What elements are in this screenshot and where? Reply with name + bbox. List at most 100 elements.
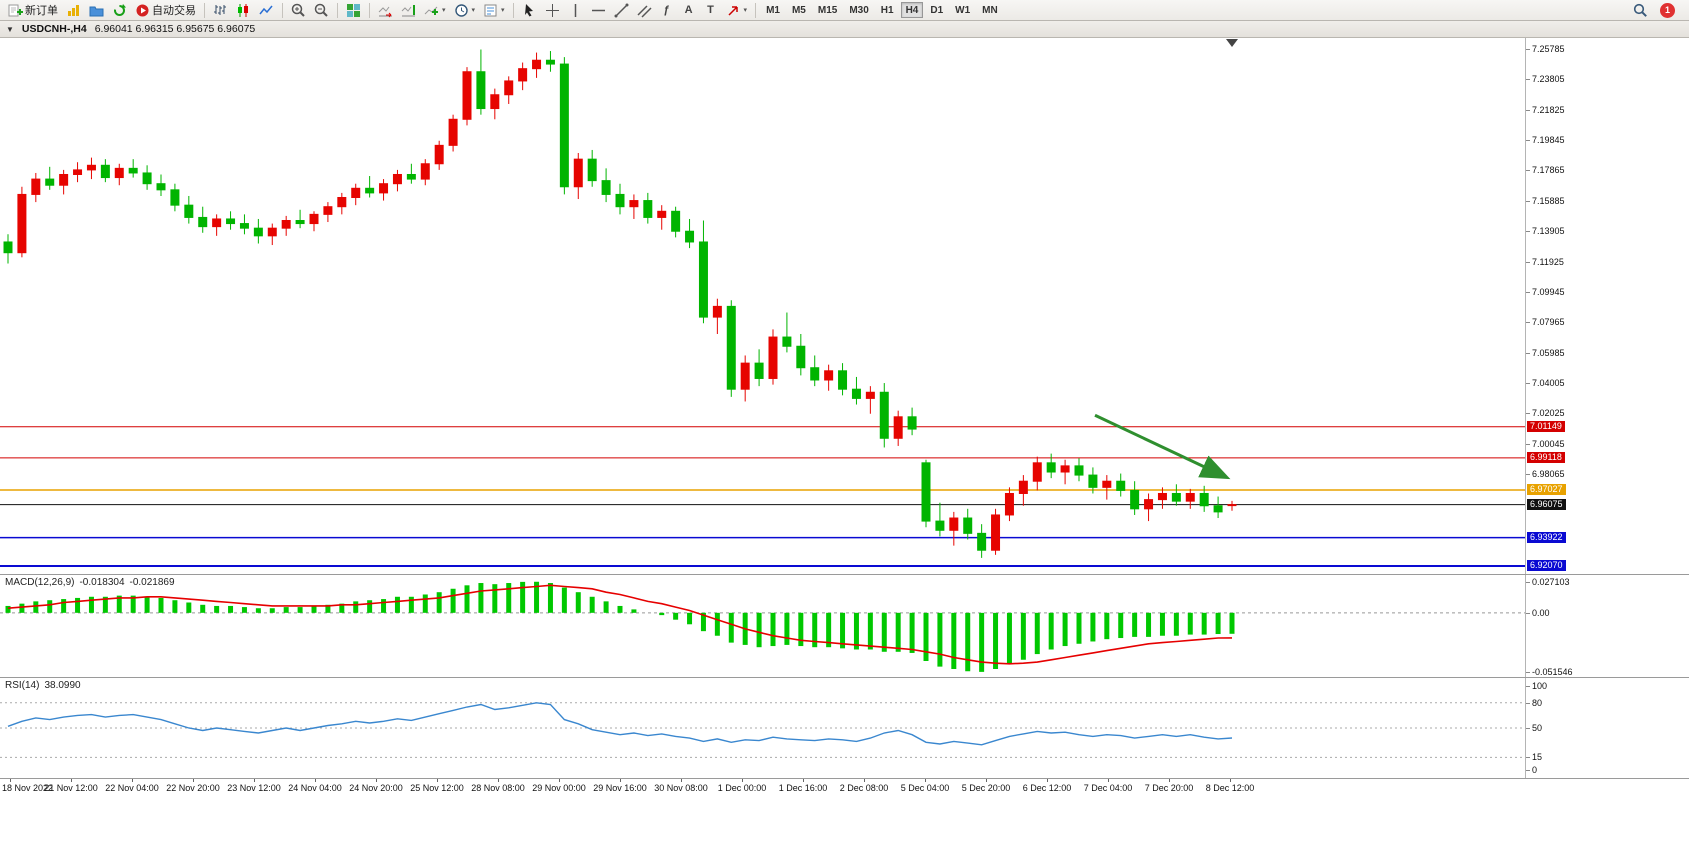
price-tick-label: 7.09945 <box>1532 286 1565 297</box>
rsi-tick-mark <box>1526 702 1530 704</box>
new-chart-button[interactable] <box>63 2 84 19</box>
time-tick-mark <box>315 779 316 782</box>
crosshair-button[interactable] <box>542 2 563 19</box>
horizontal-line-button[interactable] <box>588 2 609 19</box>
zoom-in-button[interactable] <box>288 2 309 19</box>
price-tick-label: 7.23805 <box>1532 74 1565 85</box>
timeframe-h4-button[interactable]: H4 <box>900 2 924 18</box>
price-scale[interactable]: 7.25785 7.23805 7.21825 7.19845 7.17865 7.158… <box>1525 38 1689 574</box>
autotrade-button[interactable]: 自动交易 <box>132 2 199 19</box>
search-icon <box>1633 3 1647 17</box>
price-tick-label: 7.19845 <box>1532 135 1565 146</box>
time-tick-label: 24 Nov 20:00 <box>349 783 403 793</box>
text-button[interactable]: A <box>679 2 699 19</box>
rsi-scale[interactable]: 100 80 50 15 0 <box>1525 678 1689 778</box>
templates-button[interactable]: ▾ <box>480 2 508 19</box>
macd-tick-label: -0.051546 <box>1532 666 1573 677</box>
periods-button[interactable]: ▾ <box>451 2 479 19</box>
refresh-button[interactable] <box>109 2 130 19</box>
macd-tick-label: 0.00 <box>1532 607 1550 618</box>
channel-icon <box>637 4 652 18</box>
time-tick-mark <box>925 779 926 782</box>
macd-histogram <box>5 581 1235 672</box>
price-tick-mark <box>1526 261 1530 263</box>
fibonacci-button[interactable]: ƒ <box>657 2 677 19</box>
toolbar-separator <box>204 2 205 18</box>
price-tick-mark <box>1526 443 1530 445</box>
price-tick-label: 7.04005 <box>1532 377 1565 388</box>
timeframe-m30-button[interactable]: M30 <box>844 2 873 18</box>
price-chart-pane[interactable]: 7.25785 7.23805 7.21825 7.19845 7.17865 7.158… <box>0 38 1689 575</box>
periods-icon <box>454 3 468 17</box>
notifications-badge[interactable]: 1 <box>1660 2 1675 18</box>
candle-chart-button[interactable] <box>233 2 254 19</box>
time-tick-mark <box>1108 779 1109 782</box>
time-tick-label: 29 Nov 16:00 <box>593 783 647 793</box>
cursor-button[interactable] <box>519 2 540 19</box>
macd-tick-mark <box>1526 581 1530 583</box>
time-tick-label: 5 Dec 04:00 <box>900 783 950 793</box>
new-order-button[interactable]: 新订单 <box>5 2 61 19</box>
auto-scroll-button[interactable] <box>375 2 396 19</box>
rsi-tick-label: 50 <box>1532 723 1543 733</box>
macd-scale[interactable]: 0.027103 0.00 -0.051546 <box>1525 575 1689 677</box>
vertical-line-button[interactable] <box>565 2 586 19</box>
price-tick-label: 7.02025 <box>1532 408 1565 419</box>
timeframe-w1-button[interactable]: W1 <box>950 2 975 18</box>
rsi-tick-mark <box>1526 728 1530 729</box>
chart-shift-icon <box>401 4 415 16</box>
rsi-canvas[interactable] <box>0 678 1525 778</box>
text-icon: A <box>684 4 693 16</box>
line-chart-button[interactable] <box>256 2 277 19</box>
macd-indicator-name: MACD(12,26,9) <box>5 577 75 588</box>
time-axis[interactable]: 18 Nov 2022 21 Nov 12:00 22 Nov 04:00 22 No… <box>0 779 1689 797</box>
price-chart-canvas[interactable] <box>0 38 1525 574</box>
timeframe-mn-button[interactable]: MN <box>977 2 1003 18</box>
arrows-button[interactable]: ▾ <box>723 2 751 19</box>
price-tick-label: 7.13905 <box>1532 226 1565 237</box>
search-button[interactable] <box>1630 2 1651 19</box>
dropdown-arrow-icon: ▾ <box>743 7 748 14</box>
timeframe-m5-button[interactable]: M5 <box>787 2 811 18</box>
time-tick-label: 22 Nov 20:00 <box>166 783 220 793</box>
timeframe-m15-button[interactable]: M15 <box>813 2 842 18</box>
trend-arrow-object[interactable] <box>1094 413 1231 480</box>
candle-chart-icon <box>238 3 248 17</box>
indicators-button[interactable]: ▾ <box>421 2 449 19</box>
window-menu-icon[interactable]: ▼ <box>6 24 14 34</box>
macd-tick-mark <box>1526 612 1530 614</box>
price-tick-mark <box>1526 109 1530 111</box>
channel-button[interactable] <box>634 2 655 19</box>
time-tick-mark <box>71 779 72 782</box>
profiles-button[interactable] <box>86 2 107 19</box>
rsi-pane[interactable]: RSI(14) 38.0990 100 80 50 15 0 <box>0 678 1689 779</box>
price-tick-label: 7.15885 <box>1532 195 1565 206</box>
time-tick-label: 8 Dec 12:00 <box>1205 783 1255 793</box>
toolbar-separator <box>282 2 283 18</box>
chart-shift-marker[interactable] <box>1226 39 1238 47</box>
toolbar: 新订单 自动交易 ▾ ▾ ▾ ƒ A T ▾ M1 M5 M15 M30 H1 H4 D1 W1 MN 1 <box>0 0 1689 21</box>
time-tick-mark <box>376 779 377 782</box>
text-label-button[interactable]: T <box>701 2 721 19</box>
cursor-icon <box>524 3 533 16</box>
price-level-box: 6.99118 <box>1527 451 1565 463</box>
toolbar-separator <box>512 2 514 18</box>
timeframe-m1-button[interactable]: M1 <box>761 2 785 18</box>
macd-canvas[interactable] <box>0 575 1525 677</box>
rsi-line <box>7 702 1233 746</box>
macd-signal-value: -0.021869 <box>129 577 175 588</box>
chart-window-titlebar: ▼ USDCNH-,H4 6.96041 6.96315 6.95675 6.9… <box>0 21 1689 38</box>
bar-chart-button[interactable] <box>210 2 231 19</box>
auto-scroll-icon <box>378 6 392 17</box>
timeframe-d1-button[interactable]: D1 <box>925 2 948 18</box>
crosshair-icon <box>545 3 559 17</box>
price-tick-mark <box>1526 291 1530 293</box>
timeframe-h1-button[interactable]: H1 <box>876 2 899 18</box>
rsi-label: RSI(14) 38.0990 <box>5 680 81 691</box>
trendline-button[interactable] <box>611 2 632 19</box>
price-level-box: 6.96075 <box>1527 498 1566 510</box>
chart-shift-button[interactable] <box>398 2 419 19</box>
zoom-out-button[interactable] <box>311 2 332 19</box>
macd-pane[interactable]: MACD(12,26,9) -0.018304 -0.021869 0.027103… <box>0 575 1689 678</box>
tile-windows-button[interactable] <box>343 2 364 19</box>
